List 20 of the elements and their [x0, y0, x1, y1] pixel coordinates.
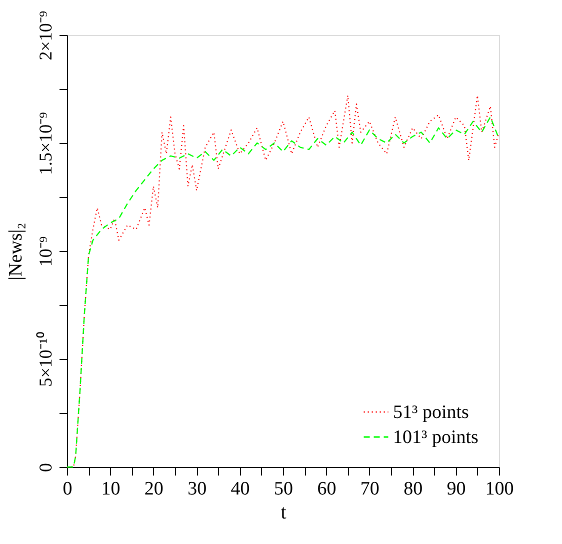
legend-label: 51³ points — [393, 402, 469, 423]
x-tick-label: 100 — [485, 478, 514, 500]
y-tick-label: 2×10⁻⁹ — [36, 10, 56, 60]
y-axis-title: |News|₂ — [6, 222, 26, 280]
x-tick-label: 40 — [230, 478, 250, 500]
x-tick-label: 0 — [62, 478, 72, 500]
y-tick-label: 0 — [36, 463, 56, 472]
y-tick-label: 10⁻⁹ — [36, 236, 56, 267]
y-tick-label: 5×10⁻¹⁰ — [36, 332, 56, 387]
x-tick-label: 60 — [317, 478, 336, 500]
x-tick-label: 70 — [360, 478, 380, 500]
x-axis-title: t — [280, 502, 287, 524]
y-tick-label: 1.5×10⁻⁹ — [36, 112, 56, 175]
x-tick-label: 50 — [274, 478, 293, 500]
x-tick-label: 10 — [101, 478, 120, 500]
x-tick-label: 20 — [144, 478, 164, 500]
legend-label: 101³ points — [393, 427, 478, 448]
x-tick-label: 30 — [188, 478, 207, 500]
x-tick-label: 90 — [446, 478, 466, 500]
x-tick-label: 80 — [404, 478, 423, 500]
